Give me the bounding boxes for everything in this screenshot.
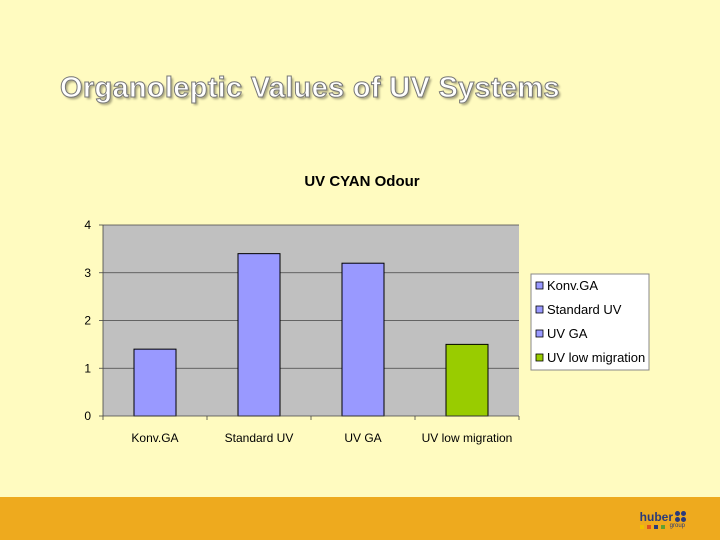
logo-subtext: group xyxy=(669,523,686,529)
legend: Konv.GA Standard UV UV GA UV low migration xyxy=(530,273,650,371)
y-tick-label: 1 xyxy=(84,361,91,375)
y-axis-ticks: 0 1 2 3 4 xyxy=(84,218,104,423)
bar xyxy=(445,343,489,417)
legend-swatch xyxy=(535,281,544,290)
footer-band: huber group xyxy=(0,497,720,540)
logo-wordmark: huber xyxy=(639,510,673,524)
x-axis-ticks: Konv.GA Standard UV UV GA UV low migration xyxy=(102,415,520,445)
bar xyxy=(341,262,385,417)
legend-entry: UV GA xyxy=(547,326,588,341)
bar xyxy=(237,253,281,417)
y-tick-label: 4 xyxy=(84,218,91,232)
chart-title: UV CYAN Odour xyxy=(304,173,419,190)
legend-entry: Standard UV xyxy=(547,302,622,317)
x-tick-label: UV low migration xyxy=(422,431,513,445)
bar-chart: UV CYAN Odour 0 1 2 3 4 Konv.GA Standard UV UV… xyxy=(84,173,650,445)
logo-dots-icon xyxy=(675,511,686,522)
y-tick-label: 2 xyxy=(84,314,91,328)
legend-box xyxy=(530,273,650,371)
huber-group-logo: huber group xyxy=(639,510,686,529)
legend-entry: Konv.GA xyxy=(547,278,598,293)
x-tick-label: UV GA xyxy=(344,431,381,445)
bars xyxy=(133,253,489,417)
legend-swatch xyxy=(535,305,544,314)
legend-swatch xyxy=(535,353,544,362)
x-tick-label: Standard UV xyxy=(225,431,294,445)
legend-swatch xyxy=(535,329,544,338)
legend-entry: UV low migration xyxy=(547,350,645,365)
slide-title: Organoleptic Values of UV Systems xyxy=(60,72,561,105)
y-tick-label: 0 xyxy=(84,409,91,423)
logo-color-squares-icon xyxy=(639,525,665,529)
x-tick-label: Konv.GA xyxy=(131,431,178,445)
bar xyxy=(133,348,177,417)
y-tick-label: 3 xyxy=(84,266,91,280)
